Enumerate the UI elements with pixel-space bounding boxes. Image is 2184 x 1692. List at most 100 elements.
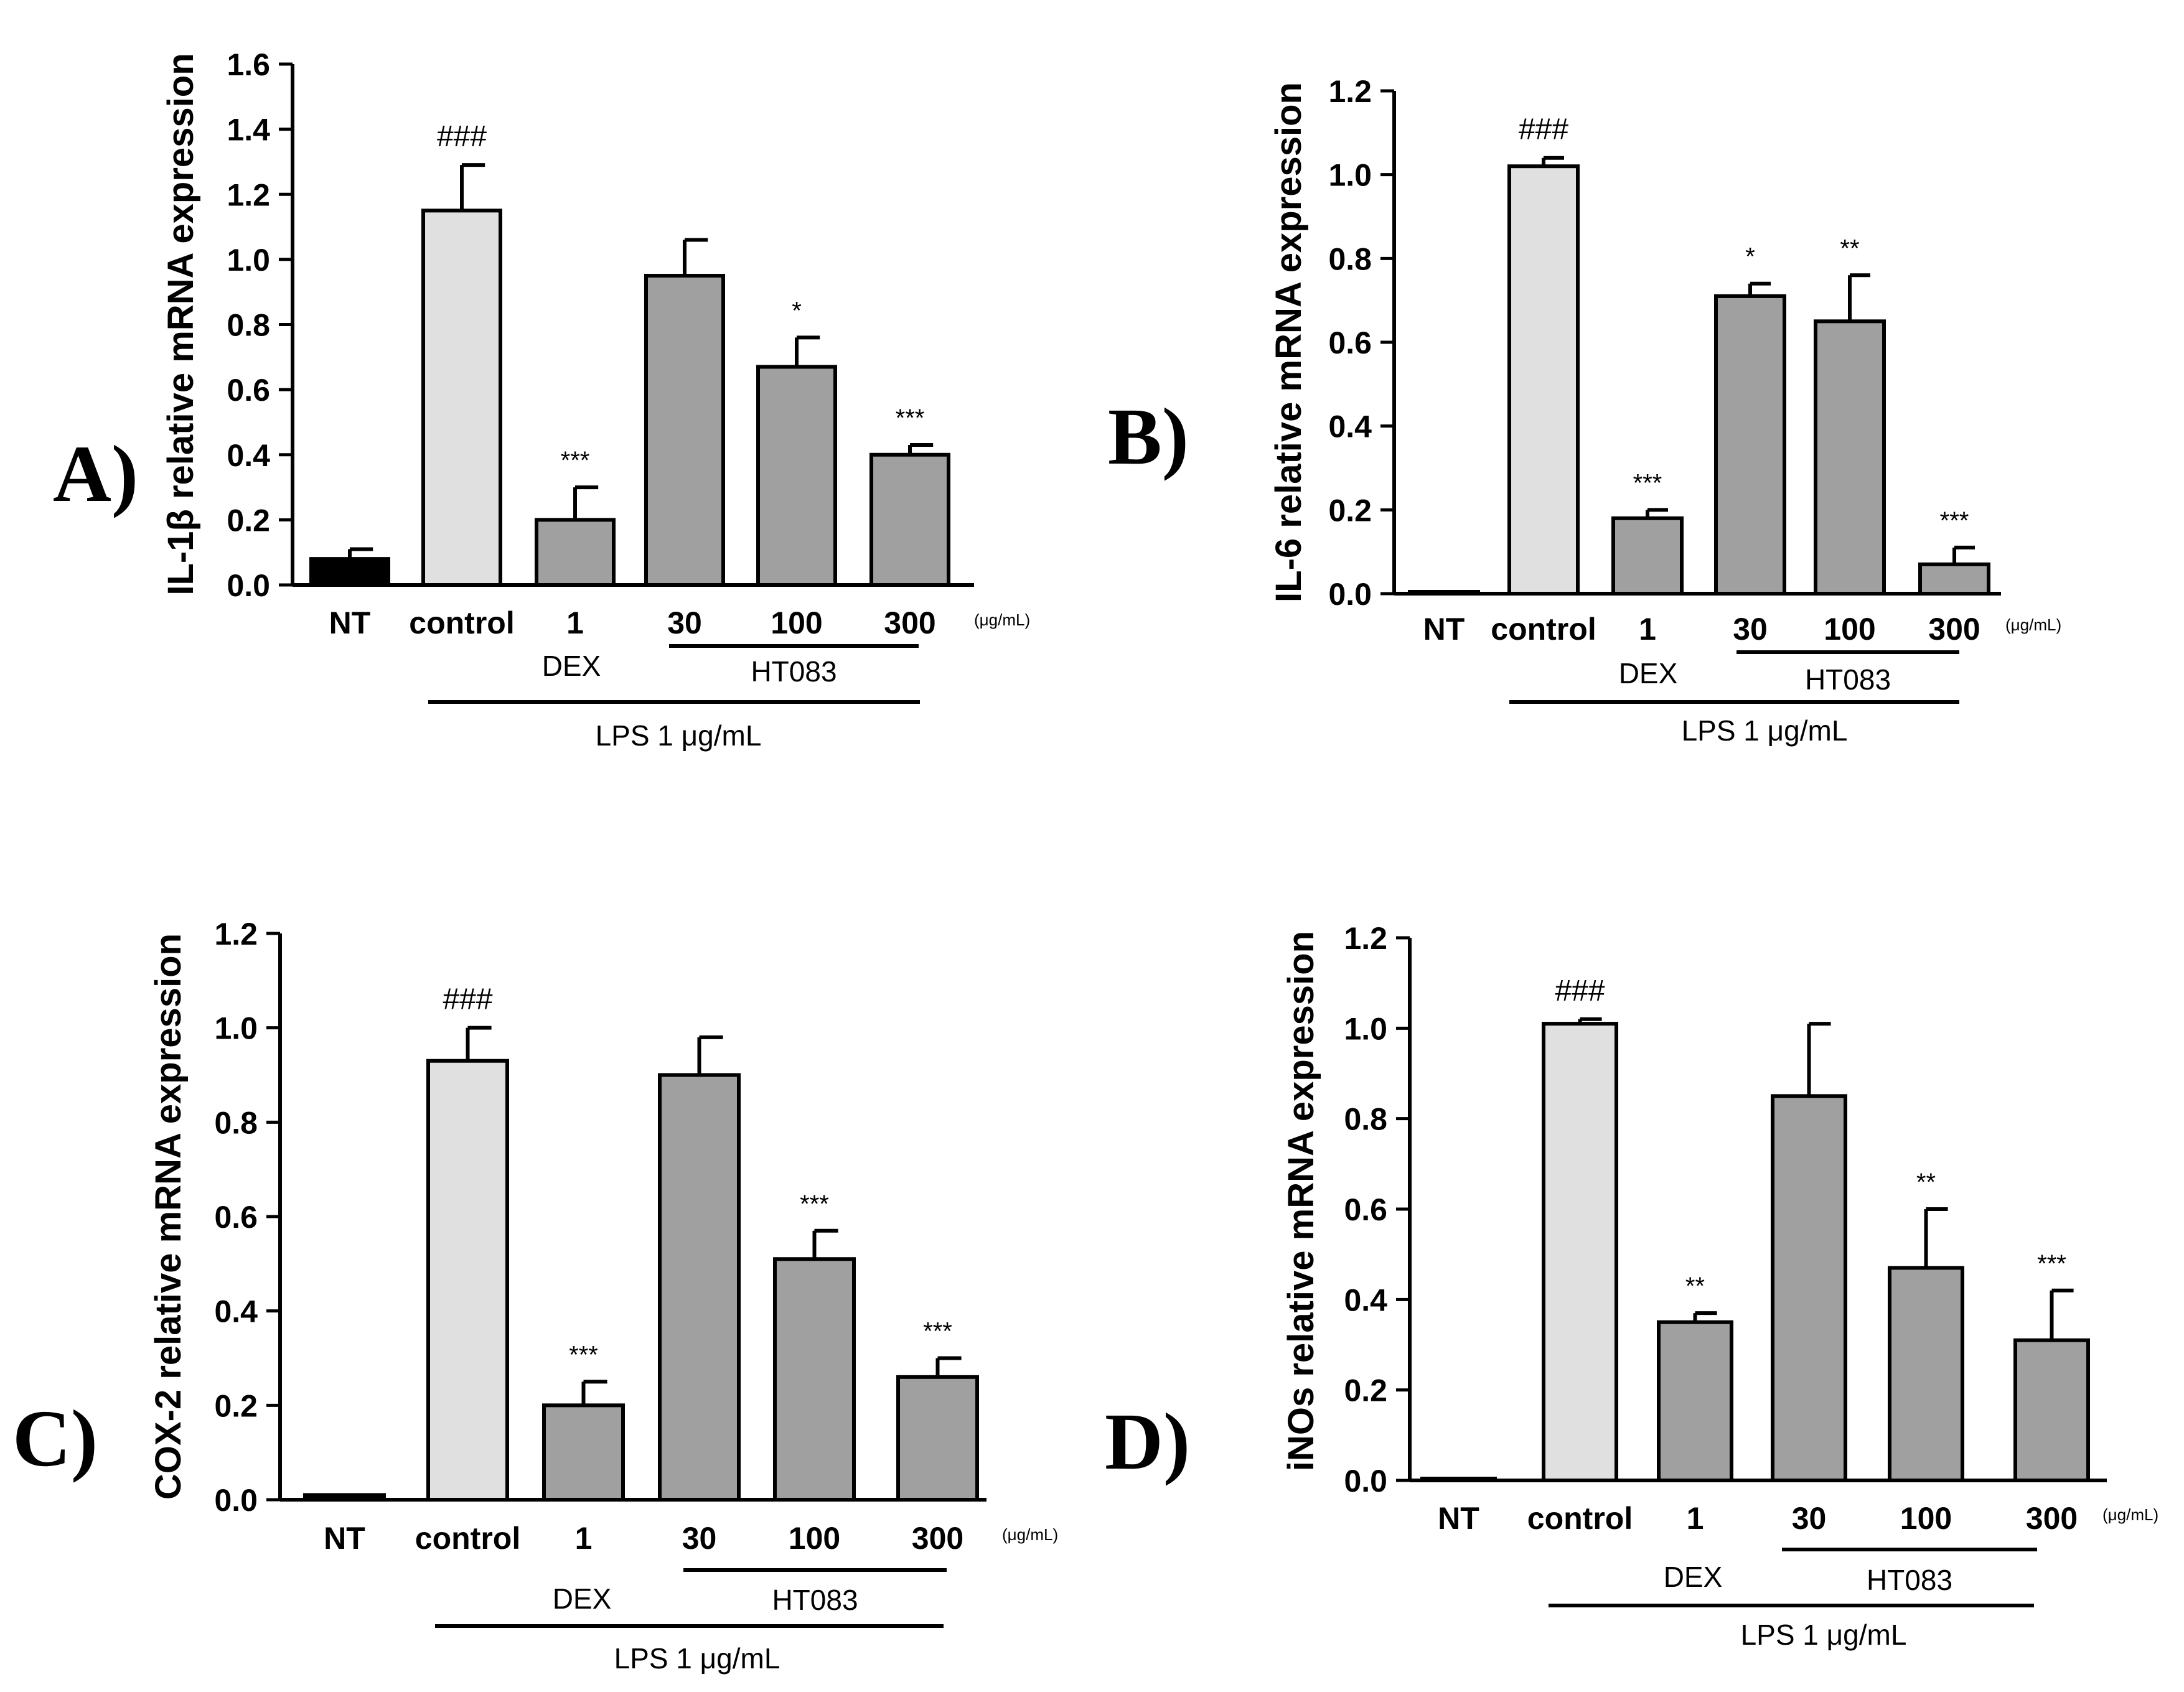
y-tick-label: 1.4	[227, 113, 270, 147]
bar	[426, 1059, 509, 1502]
ht083-group-label: HT083	[1805, 663, 1891, 696]
y-axis-title: COX-2 relative mRNA expression	[148, 933, 189, 1500]
bar	[542, 1403, 625, 1502]
category-label: 30	[667, 605, 702, 640]
significance-label: *	[792, 297, 802, 324]
category-label: control	[415, 1521, 520, 1556]
category-label: NT	[1423, 612, 1465, 647]
lps-group-label: LPS 1 μg/mL	[614, 1642, 780, 1675]
y-tick-label: 0.8	[227, 308, 270, 343]
category-label: control	[1491, 612, 1596, 647]
dex-group-label: DEX	[542, 650, 601, 682]
bar	[1611, 516, 1684, 596]
category-label: 300	[2026, 1501, 2078, 1536]
panel-letter: D)	[1105, 1397, 1190, 1487]
significance-label: ***	[1940, 507, 1969, 535]
y-tick-label: 0.0	[1328, 577, 1372, 612]
significance-label: ###	[1519, 113, 1568, 146]
unit-label: (μg/mL)	[974, 610, 1030, 629]
bar	[1408, 590, 1480, 596]
significance-label: **	[1916, 1169, 1936, 1196]
bar	[756, 365, 837, 587]
y-tick-label: 0.2	[214, 1388, 258, 1423]
y-axis-title: IL-1β relative mRNA expression	[161, 53, 201, 595]
y-tick-label: 0.6	[214, 1200, 258, 1235]
category-label: 30	[1792, 1501, 1827, 1536]
y-tick-label: 1.2	[227, 177, 270, 212]
bar	[1814, 319, 1886, 596]
y-tick-label: 0.8	[1328, 241, 1372, 276]
bar	[896, 1375, 979, 1502]
significance-label: *	[1745, 243, 1755, 271]
lps-group-label: LPS 1 μg/mL	[1741, 1619, 1907, 1651]
category-label: 1	[566, 605, 584, 640]
significance-label: **	[1685, 1273, 1705, 1300]
significance-label: **	[1840, 235, 1859, 262]
bar	[2013, 1338, 2090, 1483]
category-label: 30	[1733, 612, 1768, 647]
bar	[773, 1257, 856, 1502]
bar	[535, 518, 616, 587]
bar	[309, 557, 390, 587]
significance-label: ***	[561, 447, 590, 474]
unit-label: (μg/mL)	[2005, 615, 2061, 634]
y-tick-label: 0.0	[1344, 1464, 1387, 1498]
significance-label: ***	[800, 1190, 829, 1218]
y-tick-label: 0.6	[1344, 1192, 1387, 1227]
y-tick-label: 1.6	[227, 47, 270, 82]
y-tick-label: 0.2	[1344, 1373, 1387, 1408]
bar	[1918, 562, 1990, 596]
y-tick-label: 0.6	[227, 373, 270, 408]
bar	[644, 274, 725, 587]
bar	[1714, 294, 1786, 596]
y-tick-label: 0.8	[1344, 1102, 1387, 1137]
significance-label: ***	[569, 1341, 598, 1368]
y-tick-label: 0.4	[214, 1294, 258, 1329]
significance-label: ***	[896, 404, 925, 432]
y-tick-label: 0.2	[1328, 493, 1372, 528]
y-tick-label: 0.4	[227, 438, 270, 473]
y-tick-label: 0.0	[214, 1483, 258, 1518]
category-label: 30	[682, 1521, 717, 1556]
significance-label: ###	[437, 120, 487, 153]
y-tick-label: 0.6	[1328, 325, 1372, 360]
y-tick-label: 1.2	[1328, 74, 1372, 109]
bar	[303, 1493, 386, 1502]
significance-label: ***	[923, 1318, 952, 1345]
y-tick-label: 0.4	[1344, 1283, 1387, 1317]
y-tick-label: 1.2	[214, 917, 258, 951]
y-tick-label: 1.2	[1344, 921, 1387, 956]
panel-letter: A)	[53, 429, 138, 519]
significance-label: ###	[443, 983, 492, 1016]
significance-label: ###	[1555, 975, 1605, 1007]
bar	[421, 208, 502, 587]
bar	[1888, 1266, 1964, 1482]
bar	[1771, 1094, 1847, 1483]
y-axis-title: IL-6 relative mRNA expression	[1268, 82, 1309, 602]
panel-letter: C)	[12, 1394, 98, 1484]
category-label: 100	[771, 605, 822, 640]
significance-label: ***	[2037, 1250, 2066, 1278]
category-label: 100	[1824, 612, 1875, 647]
bar	[869, 452, 950, 587]
dex-group-label: DEX	[1619, 657, 1678, 689]
lps-group-label: LPS 1 μg/mL	[1682, 714, 1848, 747]
ht083-group-label: HT083	[772, 1584, 858, 1616]
bar	[1420, 1477, 1497, 1482]
y-tick-label: 0.8	[214, 1105, 258, 1140]
panel-b: 0.0 0.2 0.4 0.6 0.8 1.0 1.2 IL-6 relative mRNA …	[1108, 74, 2061, 747]
category-label: control	[409, 605, 514, 640]
y-tick-label: 1.0	[1328, 158, 1372, 193]
bar	[1657, 1320, 1733, 1483]
y-tick-label: 1.0	[1344, 1011, 1387, 1046]
category-label: 1	[1687, 1501, 1704, 1536]
category-label: NT	[1438, 1501, 1479, 1536]
panel-d: 0.0 0.2 0.4 0.6 0.8 1.0 1.2 iNOs relative mRNA …	[1105, 921, 2158, 1651]
y-tick-label: 0.0	[227, 568, 270, 603]
y-tick-label: 0.4	[1328, 409, 1372, 444]
panel-c: 0.0 0.2 0.4 0.6 0.8 1.0 1.2 COX-2 relative mRNA…	[12, 917, 1058, 1675]
panel-a: 0.0 0.2 0.4 0.6 0.8 1.0 1.2 1.4 1.6 IL-1β relativ…	[53, 47, 1030, 752]
lps-group-label: LPS 1 μg/mL	[596, 719, 762, 752]
dex-group-label: DEX	[1664, 1561, 1723, 1593]
